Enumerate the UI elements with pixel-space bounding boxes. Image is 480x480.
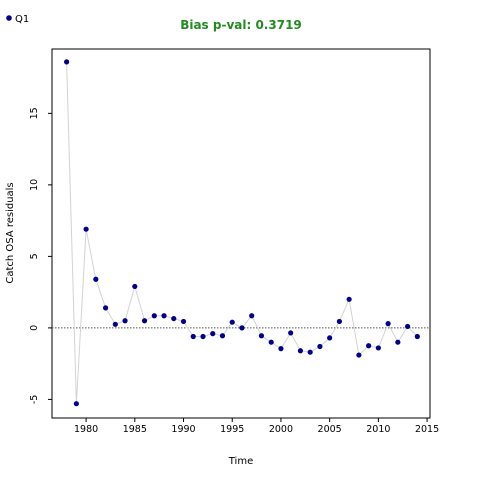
data-point [73,401,79,407]
data-point [102,305,109,311]
data-point [327,335,333,341]
data-point [414,333,420,340]
data-point [132,283,138,290]
data-point [141,318,148,324]
data-point [219,333,226,339]
data-point [210,331,216,337]
y-tick-label: 0 [29,325,40,331]
data-point [278,346,284,352]
data-point [346,296,352,302]
data-point [288,330,294,336]
y-tick-label: 10 [29,179,40,191]
data-point [249,313,255,319]
data-point [83,226,89,232]
x-axis: 1980 1985 1990 1995 2000 2005 2010 2015 [74,418,439,435]
data-point [171,315,177,322]
data-point [180,318,187,325]
data-point [268,339,274,345]
y-tick-label: 5 [29,253,40,259]
chart-title: Bias p-val: 0.3719 [180,18,302,32]
series-line [66,61,418,404]
data-point [112,321,118,327]
x-tick-label: 2010 [366,424,390,435]
data-point [64,59,70,65]
x-tick-label: 1985 [123,424,147,435]
data-point [404,323,411,330]
data-point [190,333,196,340]
data-point [200,333,206,340]
x-tick-label: 1990 [171,424,195,435]
data-point [336,318,342,325]
x-tick-label: 2005 [318,424,342,435]
data-point [161,313,167,319]
legend-label: Q1 [15,14,29,25]
x-tick-label: 2015 [415,424,439,435]
x-tick-label: 2000 [269,424,293,435]
data-point [356,352,362,358]
data-point [151,313,157,319]
x-tick-label: 1980 [74,424,98,435]
plot-frame [51,48,431,419]
legend-marker [6,15,12,21]
data-point [297,348,304,354]
y-axis: -5 0 5 10 15 [29,107,52,404]
data-point [239,325,245,331]
data-point [366,343,372,349]
x-tick-label: 1995 [220,424,244,435]
data-point [93,276,99,282]
data-point [317,343,323,350]
y-tick-label: 15 [29,107,40,119]
data-point [395,339,401,345]
data-point [122,318,128,324]
x-axis-title: Time [228,456,253,467]
data-point [258,333,265,339]
legend: Q1 [6,14,29,25]
y-axis-title: Catch OSA residuals [5,182,16,283]
data-point [375,345,381,351]
data-point [229,319,235,325]
data-point [385,321,391,327]
data-point [307,349,313,355]
y-tick-label: -5 [29,395,40,404]
